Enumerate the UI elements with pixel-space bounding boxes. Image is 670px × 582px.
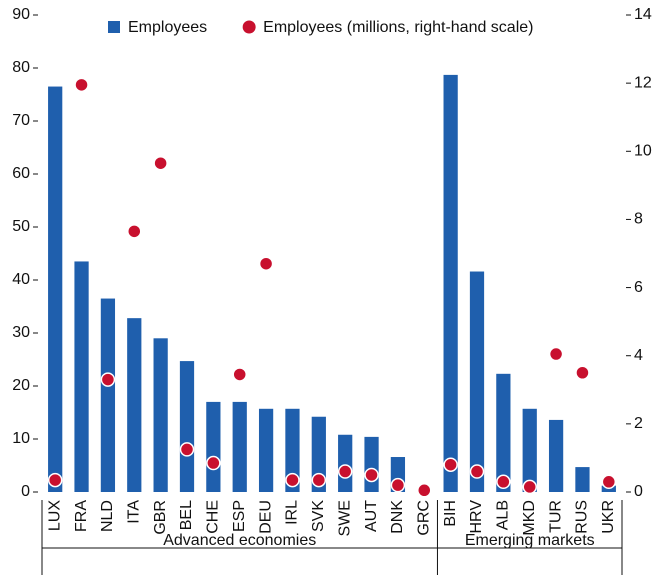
x-tick-label: ESP — [231, 500, 248, 532]
dot — [548, 346, 564, 362]
dot — [311, 472, 327, 488]
x-tick-label: NLD — [99, 500, 116, 532]
bar — [469, 271, 485, 492]
legend-label: Employees (millions, right-hand scale) — [263, 19, 533, 36]
dot — [496, 474, 511, 490]
y-tick-label: 80 — [12, 59, 30, 76]
bar — [311, 416, 326, 492]
x-tick-label: HRV — [468, 500, 485, 534]
y-tick-label: 40 — [12, 271, 30, 288]
dot — [258, 256, 274, 271]
bar — [496, 373, 511, 492]
dot — [100, 372, 116, 387]
y2-tick-label: 2 — [634, 415, 643, 432]
x-tick-label: CHE — [205, 500, 222, 534]
y-tick-label: 60 — [12, 165, 30, 182]
bar — [48, 86, 63, 493]
dot — [153, 155, 168, 171]
x-tick-label: GRC — [415, 500, 432, 536]
x-tick-label: BEL — [178, 500, 195, 530]
x-tick-label: ALB — [495, 500, 512, 530]
x-tick-label: UKR — [600, 500, 617, 534]
x-tick-label: RUS — [574, 500, 591, 534]
bar — [206, 401, 221, 492]
dot — [74, 77, 89, 93]
dot — [417, 483, 432, 498]
y2-tick-label: 8 — [634, 211, 643, 228]
x-tick-label: AUT — [363, 500, 380, 532]
legend-label: Employees — [128, 19, 207, 36]
dot — [364, 467, 379, 483]
bar — [153, 338, 168, 492]
dot — [522, 479, 537, 495]
dot — [127, 224, 142, 239]
bar — [179, 361, 195, 492]
y2-tick-label: 6 — [634, 279, 643, 296]
y-tick-label: 70 — [12, 112, 30, 129]
dot — [47, 472, 63, 488]
x-tick-label: SVK — [310, 500, 327, 532]
y-tick-label: 50 — [12, 218, 30, 235]
y-tick-label: 20 — [12, 377, 30, 394]
legend-swatch — [242, 20, 256, 34]
dot — [443, 457, 458, 472]
bar — [100, 298, 116, 492]
x-tick-label: SWE — [336, 500, 353, 536]
legend-swatch — [108, 21, 120, 33]
x-tick-label: IRL — [284, 500, 301, 525]
bar — [338, 434, 353, 492]
dot — [469, 464, 485, 479]
dot — [390, 477, 406, 493]
y2-tick-label: 12 — [634, 74, 652, 91]
bar — [232, 401, 247, 492]
dot — [285, 472, 300, 488]
x-tick-label: MKD — [521, 500, 538, 536]
bar — [74, 261, 89, 492]
x-tick-label: DEU — [257, 500, 274, 534]
dot — [601, 474, 617, 490]
bar — [285, 408, 300, 492]
bar — [364, 436, 379, 492]
y-tick-label: 0 — [21, 483, 30, 500]
y2-tick-label: 10 — [634, 143, 652, 160]
bar — [575, 467, 590, 492]
x-tick-label: ITA — [125, 500, 142, 524]
x-tick-label: GBR — [152, 500, 169, 535]
dot — [232, 367, 247, 382]
bar — [548, 419, 564, 492]
dot — [337, 464, 353, 479]
y-tick-label: 10 — [12, 430, 30, 447]
bar — [127, 318, 142, 492]
x-tick-label: FRA — [73, 500, 90, 532]
y2-tick-label: 14 — [634, 6, 652, 23]
x-tick-label: TUR — [547, 500, 564, 533]
x-tick-label: LUX — [46, 500, 63, 531]
y-tick-label: 30 — [12, 324, 30, 341]
y2-tick-label: 4 — [634, 347, 643, 364]
dot — [179, 442, 195, 457]
dot — [575, 365, 590, 380]
bar — [258, 408, 274, 492]
bar — [443, 74, 458, 492]
x-tick-label: DNK — [389, 500, 406, 534]
bar — [522, 408, 537, 492]
group-label: Emerging markets — [465, 532, 595, 549]
y2-tick-label: 0 — [634, 483, 643, 500]
dot — [206, 455, 221, 471]
y-tick-label: 90 — [12, 6, 30, 23]
x-tick-label: BIH — [442, 500, 459, 527]
group-label: Advanced economies — [163, 532, 316, 549]
